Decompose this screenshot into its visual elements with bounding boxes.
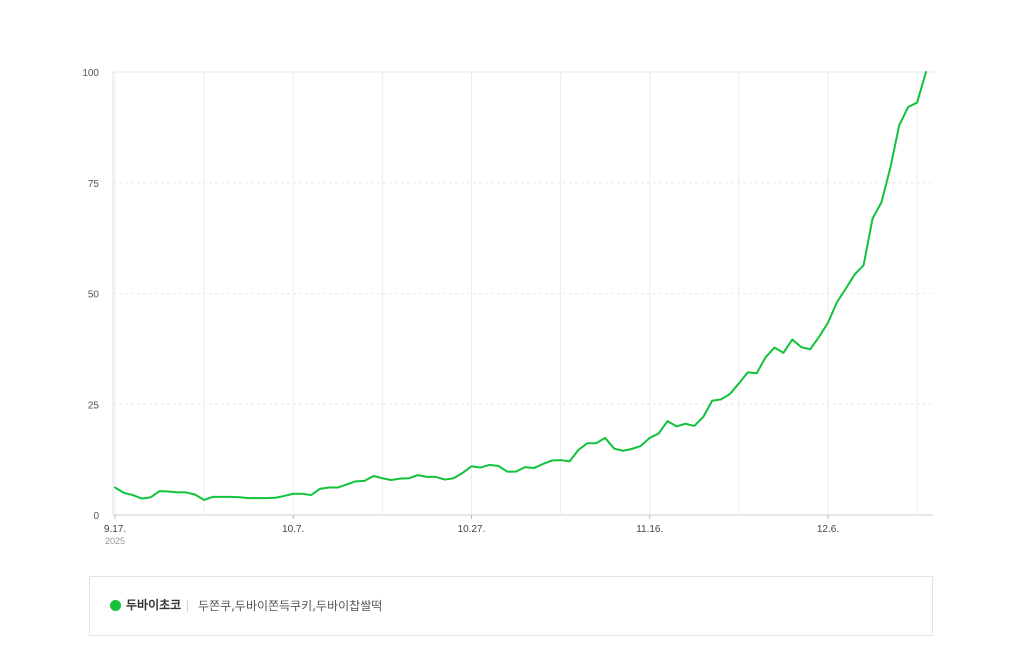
x-tick-label: 10.7. xyxy=(282,524,304,535)
x-tick-label: 11.16. xyxy=(636,524,663,535)
line-chart-svg: 0 25 50 75 100 9.17. 10.7. 10.27. 11.16. 12.6. 20… xyxy=(82,68,933,546)
x-tick-label: 12.6. xyxy=(817,524,839,535)
legend-keywords: 두쫀쿠,두바이쫀득쿠키,두바이찹쌀떡 xyxy=(198,599,383,613)
legend-panel: 두바이초코 두쫀쿠,두바이쫀득쿠키,두바이찹쌀떡 xyxy=(89,576,933,636)
y-tick-label: 75 xyxy=(88,179,100,190)
grid-lines xyxy=(112,71,933,516)
legend-divider xyxy=(187,600,188,612)
y-tick-label: 100 xyxy=(82,68,99,79)
x-tick-label: 10.27. xyxy=(458,524,486,535)
series-line-두바이초코 xyxy=(114,71,927,501)
y-axis-ticks: 0 25 50 75 100 xyxy=(82,68,99,522)
x-year-label: 2025 xyxy=(105,536,125,546)
series-lines xyxy=(114,71,927,501)
y-tick-label: 25 xyxy=(88,400,100,411)
x-axis-ticks: 9.17. 10.7. 10.27. 11.16. 12.6. 2025 xyxy=(104,515,839,546)
legend-color-dot xyxy=(110,600,121,611)
trend-chart: 0 25 50 75 100 9.17. 10.7. 10.27. 11.16. 12.6. 20… xyxy=(82,68,933,546)
y-tick-label: 0 xyxy=(93,511,99,522)
x-tick-label: 9.17. xyxy=(104,524,126,535)
legend-series-name: 두바이초코 xyxy=(126,598,182,612)
y-tick-label: 50 xyxy=(88,290,100,301)
